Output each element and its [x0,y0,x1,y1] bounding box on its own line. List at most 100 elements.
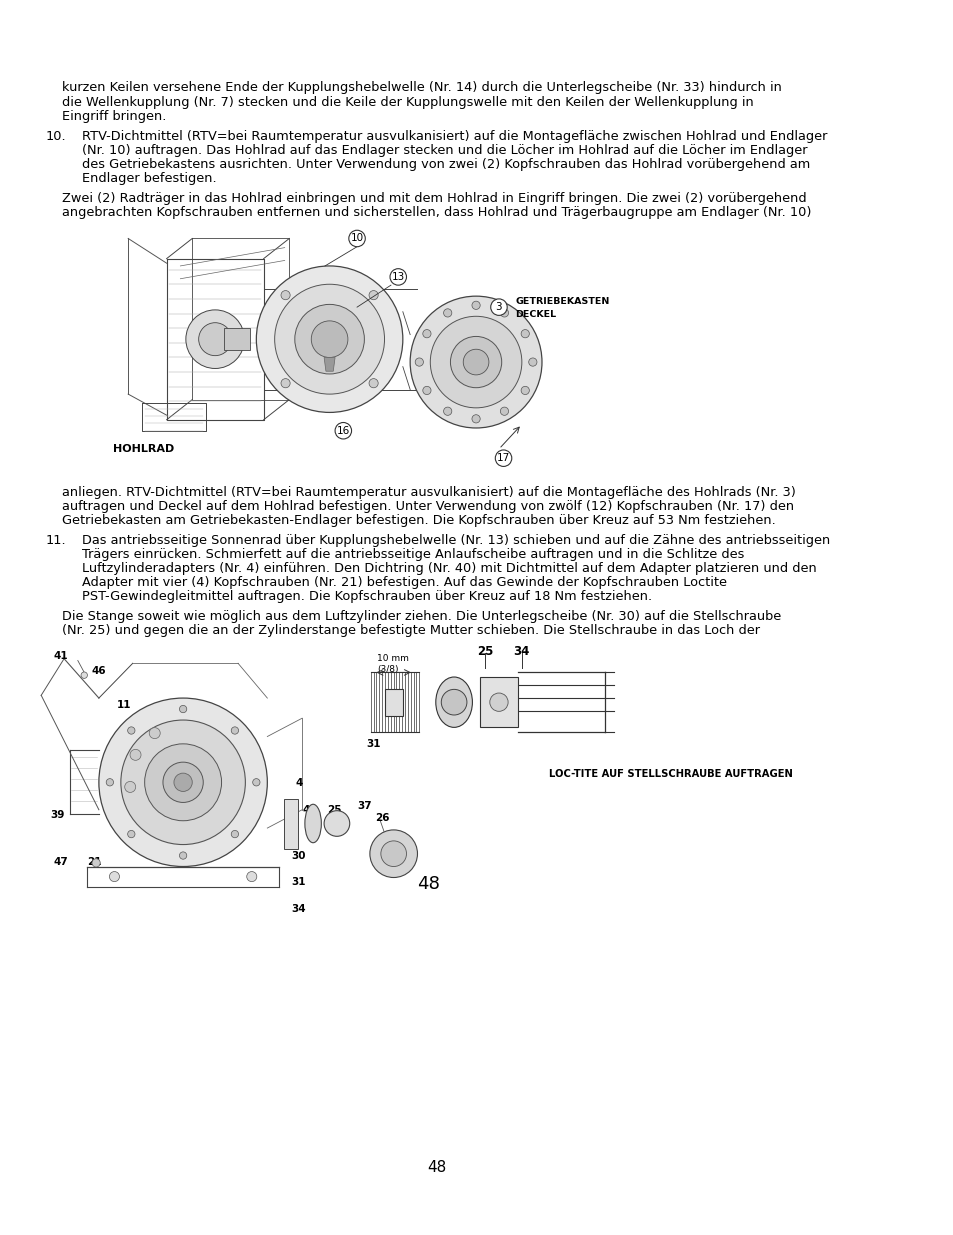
Bar [384,689,402,716]
Circle shape [472,415,479,422]
Text: 37: 37 [356,800,372,810]
Circle shape [472,301,479,310]
Text: 10.: 10. [46,130,67,142]
Circle shape [294,304,364,374]
Circle shape [106,778,113,785]
Text: Das antriebsseitige Sonnenrad über Kupplungshebelwelle (Nr. 13) schieben und auf: Das antriebsseitige Sonnenrad über Kuppl… [82,534,830,547]
Text: Eingriff bringen.: Eingriff bringen. [62,110,167,122]
Text: 13: 13 [392,272,404,282]
Text: DECKEL: DECKEL [515,310,556,319]
Circle shape [198,322,232,356]
Text: 31: 31 [366,740,380,750]
Text: 17: 17 [497,453,510,463]
Circle shape [128,727,134,734]
Circle shape [99,698,267,867]
Text: 41: 41 [53,651,68,662]
Circle shape [130,750,141,761]
Circle shape [499,309,508,317]
Text: 25: 25 [327,805,341,815]
Circle shape [422,387,431,394]
Circle shape [489,693,508,711]
Bar [224,329,250,351]
Text: 3: 3 [496,303,501,312]
Circle shape [121,720,245,845]
Text: LOC-TITE AUF STELLSCHRAUBE AUFTRAGEN: LOC-TITE AUF STELLSCHRAUBE AUFTRAGEN [549,768,792,778]
Text: 10 mm: 10 mm [376,655,409,663]
Text: 48: 48 [416,874,439,893]
Text: die Wellenkupplung (Nr. 7) stecken und die Keile der Kupplungswelle mit den Keil: die Wellenkupplung (Nr. 7) stecken und d… [62,95,753,109]
Bar [283,799,297,850]
Text: Die Stange soweit wie möglich aus dem Luftzylinder ziehen. Die Unterlegscheibe (: Die Stange soweit wie möglich aus dem Lu… [62,610,781,624]
Circle shape [145,743,221,821]
Circle shape [441,689,466,715]
Circle shape [186,310,244,368]
Text: 34: 34 [291,904,306,914]
Circle shape [415,358,423,367]
Text: 30: 30 [291,851,305,861]
Circle shape [369,379,377,388]
Text: Endlager befestigen.: Endlager befestigen. [82,172,216,185]
Text: Trägers einrücken. Schmierfett auf die antriebsseitige Anlaufscheibe auftragen u: Trägers einrücken. Schmierfett auf die a… [82,548,744,561]
Text: 48: 48 [427,1160,446,1174]
Text: 11: 11 [117,700,132,710]
Circle shape [324,810,350,836]
Circle shape [495,450,511,467]
Circle shape [369,290,377,300]
Circle shape [281,290,290,300]
Circle shape [311,321,348,357]
Circle shape [520,330,529,338]
Text: Adapter mit vier (4) Kopfschrauben (Nr. 21) befestigen. Auf das Gewinde der Kopf: Adapter mit vier (4) Kopfschrauben (Nr. … [82,577,726,589]
Circle shape [463,350,488,375]
Text: 46: 46 [91,666,106,676]
Circle shape [247,872,256,882]
Circle shape [256,266,402,412]
Circle shape [128,830,134,837]
Text: (Nr. 10) auftragen. Das Hohlrad auf das Endlager stecken und die Löcher im Hohlr: (Nr. 10) auftragen. Das Hohlrad auf das … [82,143,807,157]
Circle shape [410,296,541,429]
Text: Getriebekasten am Getriebekasten-Endlager befestigen. Die Kopfschrauben über Kre: Getriebekasten am Getriebekasten-Endlage… [62,514,775,527]
Text: (Nr. 25) und gegen die an der Zylinderstange befestigte Mutter schieben. Die Ste: (Nr. 25) und gegen die an der Zylinderst… [62,625,760,637]
Circle shape [430,316,521,408]
Text: angebrachten Kopfschrauben entfernen und sicherstellen, dass Hohlrad und Trägerb: angebrachten Kopfschrauben entfernen und… [62,206,811,219]
Circle shape [274,284,384,394]
Text: 40: 40 [302,805,316,815]
Circle shape [450,336,501,388]
Circle shape [231,830,238,837]
Text: 39: 39 [51,810,65,820]
Text: GETRIEBEKASTEN: GETRIEBEKASTEN [515,298,609,306]
Circle shape [528,358,537,367]
Circle shape [499,408,508,415]
Text: (3/8): (3/8) [376,666,398,674]
Circle shape [173,773,193,792]
Text: 10: 10 [350,233,363,243]
Ellipse shape [305,804,321,842]
Text: 34: 34 [513,645,530,658]
Circle shape [520,387,529,394]
Text: RTV-Dichtmittel (RTV=bei Raumtemperatur ausvulkanisiert) auf die Montagefläche z: RTV-Dichtmittel (RTV=bei Raumtemperatur … [82,130,827,142]
Text: 11.: 11. [46,534,67,547]
Circle shape [110,872,119,882]
Circle shape [380,841,406,867]
Polygon shape [324,357,335,372]
Text: 4: 4 [295,778,303,788]
Text: 47: 47 [53,857,68,867]
Circle shape [390,269,406,285]
Ellipse shape [436,677,472,727]
Text: Zwei (2) Radträger in das Hohlrad einbringen und mit dem Hohlrad in Eingriff bri: Zwei (2) Radträger in das Hohlrad einbri… [62,191,806,205]
Circle shape [179,852,187,860]
Text: PST-Gewindegleitmittel auftragen. Die Kopfschrauben über Kreuz auf 18 Nm festzie: PST-Gewindegleitmittel auftragen. Die Ko… [82,590,652,604]
Circle shape [349,230,365,247]
Circle shape [81,672,88,678]
Circle shape [370,830,417,878]
Text: 21: 21 [87,857,101,867]
Circle shape [422,330,431,338]
Circle shape [179,705,187,713]
Circle shape [149,727,160,739]
Circle shape [91,858,100,867]
Circle shape [163,762,203,803]
Circle shape [443,408,452,415]
Circle shape [490,299,507,315]
Text: des Getriebekastens ausrichten. Unter Verwendung von zwei (2) Kopfschrauben das : des Getriebekastens ausrichten. Unter Ve… [82,158,810,170]
Text: anliegen. RTV-Dichtmittel (RTV=bei Raumtemperatur ausvulkanisiert) auf die Monta: anliegen. RTV-Dichtmittel (RTV=bei Raumt… [62,485,796,499]
Text: auftragen und Deckel auf dem Hohlrad befestigen. Unter Verwendung von zwölf (12): auftragen und Deckel auf dem Hohlrad bef… [62,500,794,513]
